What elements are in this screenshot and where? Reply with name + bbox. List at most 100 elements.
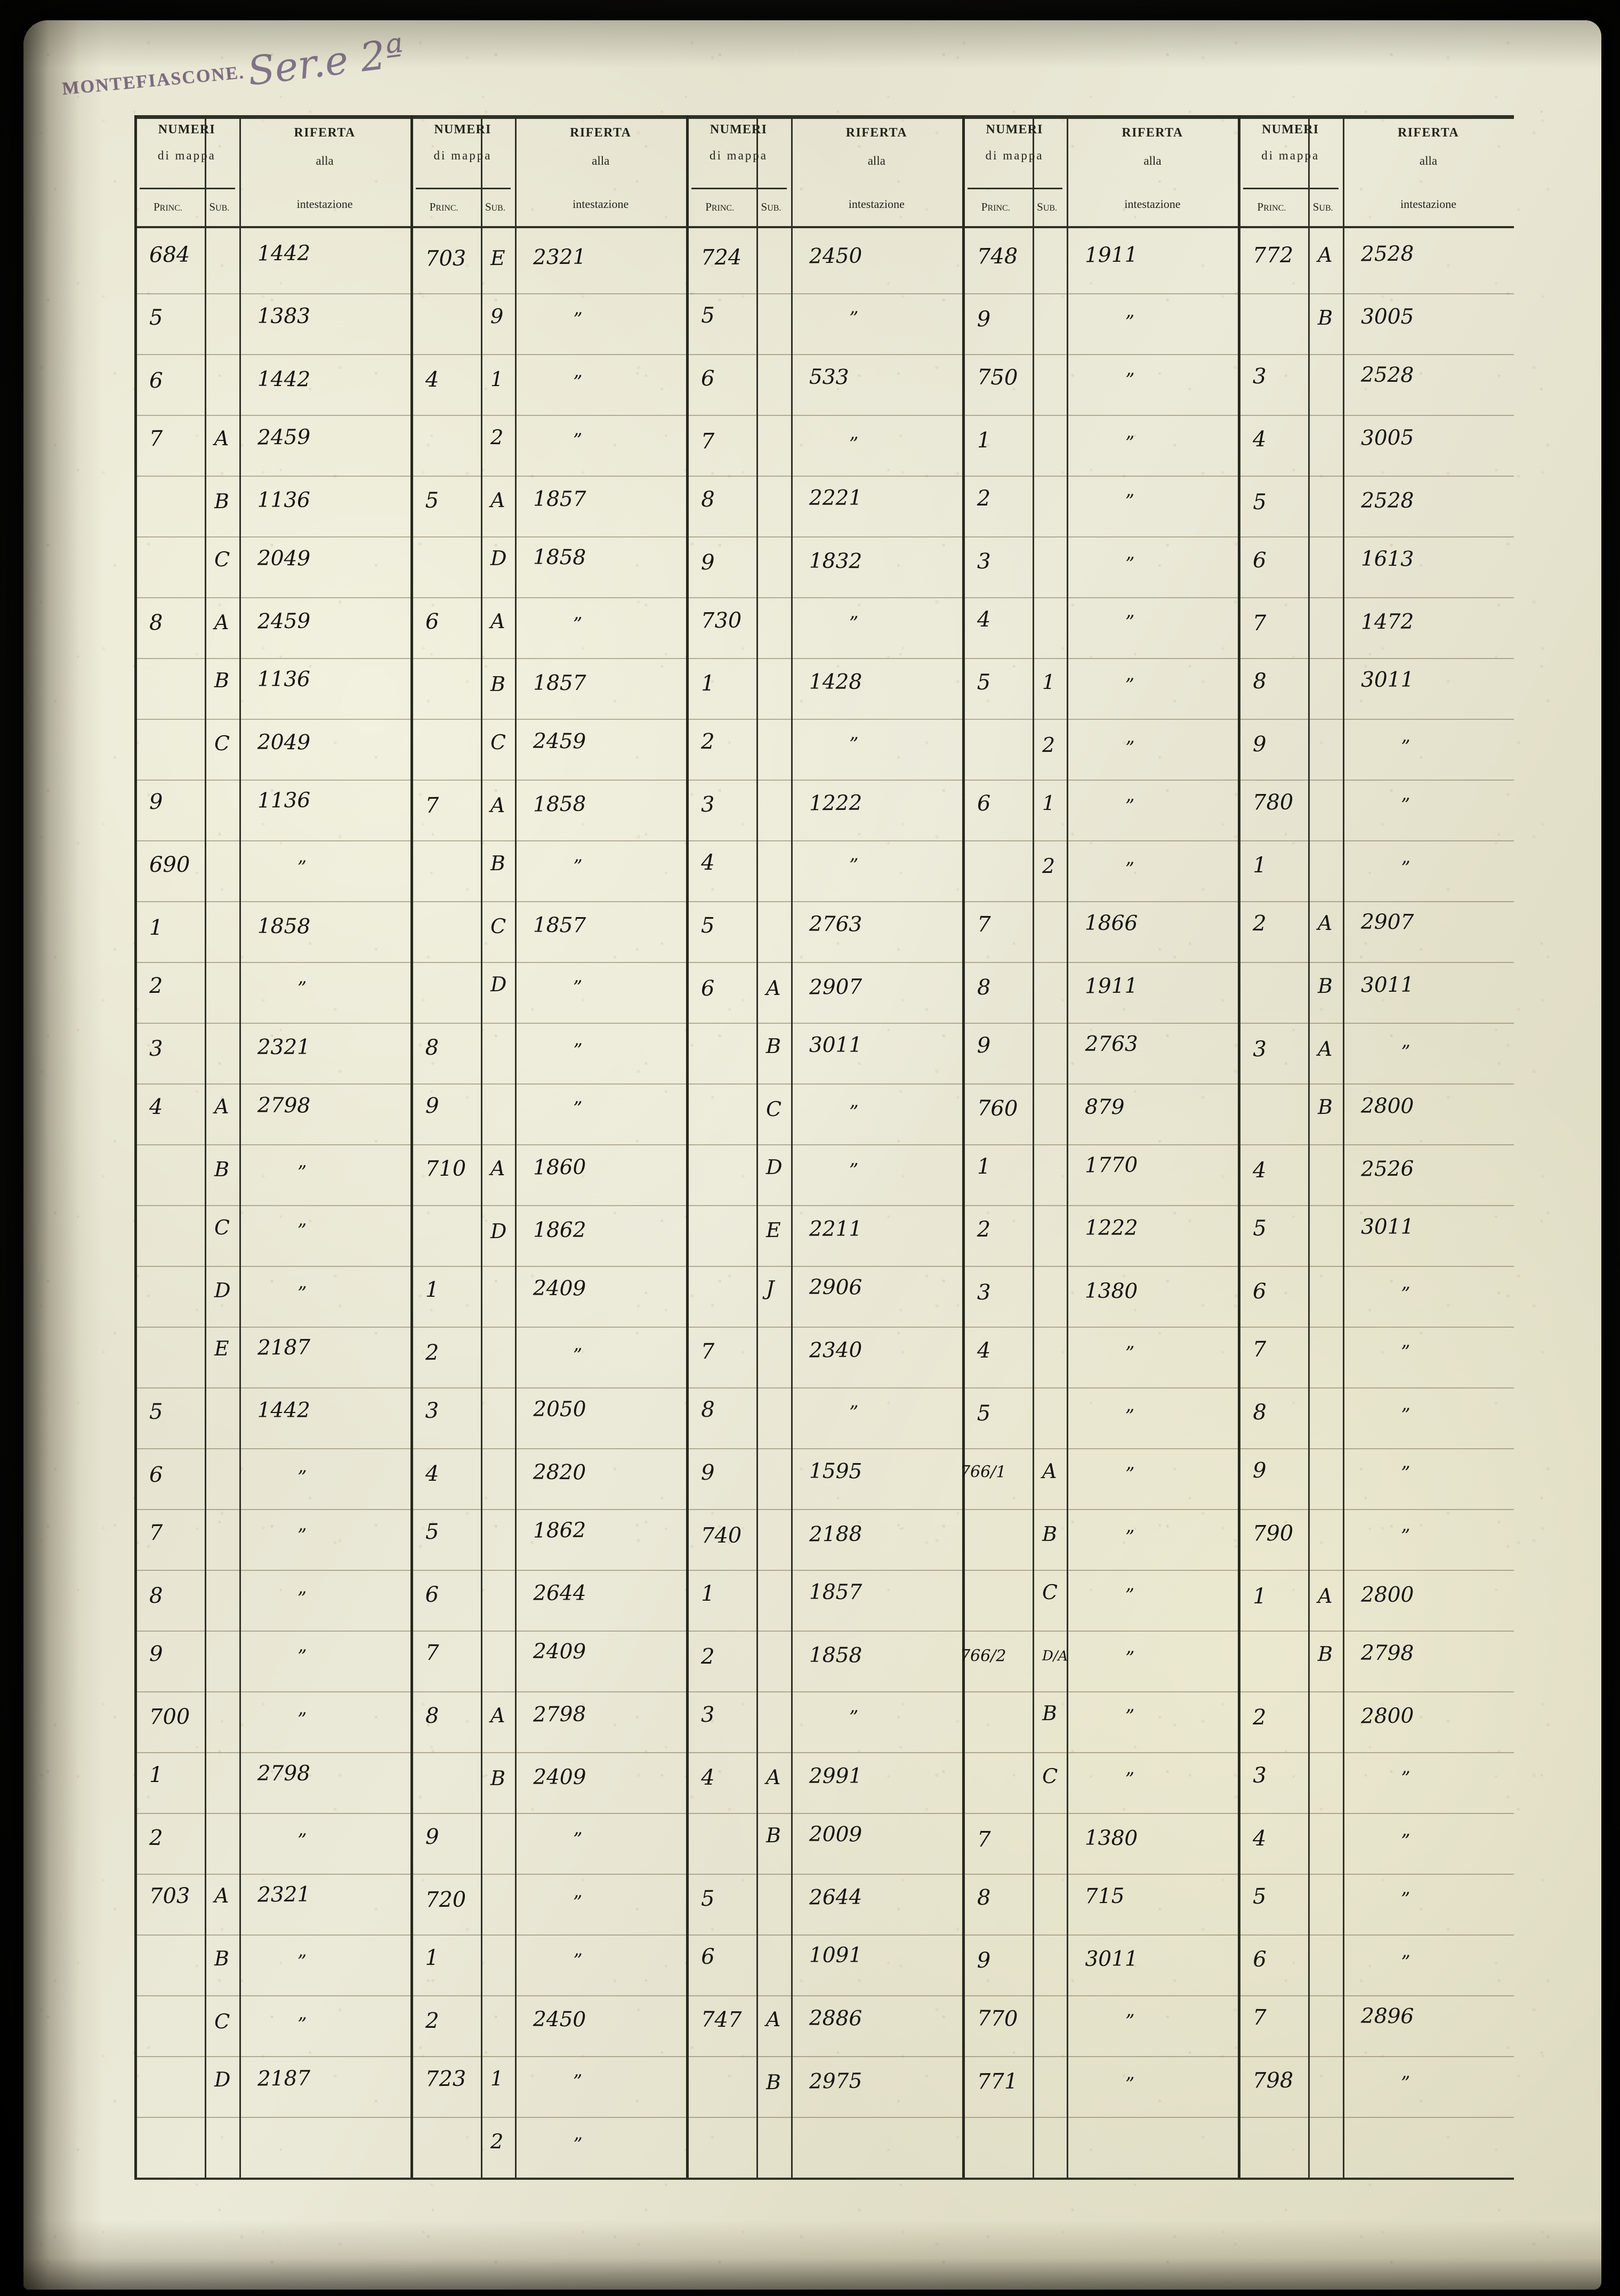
row-rule-line	[134, 2056, 1514, 2057]
column-header-riferta-1: RIFERTA alla intestazione	[239, 115, 410, 220]
cell-riferta-ditto: ”	[849, 1402, 858, 1423]
cell-princ: 7	[1253, 2005, 1267, 2030]
header-sub-label: SUB.	[485, 200, 505, 213]
cell-riferta-ditto: ”	[1125, 311, 1134, 333]
cell-princ: 9	[425, 1093, 439, 1119]
cell-sub: C	[214, 1215, 230, 1240]
cell-princ: 9	[700, 1460, 715, 1486]
cell-riferta: 2459	[533, 729, 586, 754]
cell-sub: B	[214, 1946, 230, 1971]
cell-princ: 7	[149, 1520, 163, 1546]
row-rule-line	[134, 1691, 1514, 1692]
cell-riferta-ditto: ”	[1401, 1768, 1410, 1789]
cell-princ: 9	[149, 1641, 163, 1667]
cell-riferta: 1857	[533, 487, 586, 511]
cell-princ: 2	[1253, 1705, 1267, 1730]
header-alla-label: alla	[867, 154, 885, 167]
cell-riferta-ditto: ”	[1125, 2073, 1134, 2096]
cell-sub: C	[214, 2009, 230, 2034]
group-divider-line	[1238, 115, 1241, 2178]
group-divider-line	[410, 115, 413, 2178]
cell-riferta: 1136	[257, 488, 310, 512]
cell-riferta-ditto: ”	[1125, 553, 1134, 575]
cell-princ: 4	[425, 1461, 439, 1487]
cell-riferta-ditto: ”	[1400, 1341, 1410, 1363]
cell-riferta: 2340	[809, 1338, 863, 1363]
cell-riferta: 2450	[533, 2007, 586, 2032]
cell-riferta: 1862	[533, 1518, 586, 1543]
cell-riferta-ditto: ”	[573, 2134, 582, 2155]
column-header-numeri-2: NUMERI di mappa	[410, 115, 515, 220]
header-princ-label: PRINC.	[153, 200, 182, 213]
cell-princ: 2	[149, 1825, 163, 1851]
cell-princ: 5	[1253, 1884, 1267, 1909]
row-rule-line	[134, 1266, 1514, 1267]
header-sub-label: SUB.	[1312, 200, 1333, 213]
row-rule-line	[134, 840, 1514, 841]
cell-sub: 9	[490, 304, 504, 328]
cell-riferta: 2906	[809, 1275, 863, 1300]
header-princ-label: PRINC.	[1257, 200, 1286, 213]
cell-riferta-ditto: ”	[1125, 1342, 1134, 1364]
cell-princ: 4	[1253, 1826, 1267, 1851]
header-numeri-label: NUMERI	[158, 123, 215, 137]
cell-riferta: 1383	[257, 304, 310, 328]
cell-riferta-ditto: ”	[1400, 1525, 1410, 1547]
cell-sub: D/A	[1042, 1648, 1068, 1665]
cell-riferta: 1595	[809, 1459, 863, 1484]
header-riferta-label: RIFERTA	[294, 126, 356, 140]
cell-princ: 7	[977, 912, 991, 937]
header-alla-label: alla	[592, 154, 610, 167]
cell-riferta: 1380	[1085, 1826, 1138, 1851]
cell-riferta: 2798	[257, 1093, 311, 1118]
cell-princ: 1	[149, 1763, 163, 1787]
cell-riferta: 2409	[533, 1639, 586, 1664]
row-rule-line	[134, 719, 1514, 720]
numeri-underline	[691, 188, 787, 189]
cell-riferta: 3011	[809, 1033, 863, 1057]
header-princ-label: PRINC.	[705, 200, 735, 213]
cell-princ: 6	[425, 609, 439, 635]
cell-riferta: 1428	[809, 670, 863, 694]
cell-riferta-ditto: ”	[849, 1706, 858, 1729]
cell-riferta-ditto: ”	[573, 1344, 582, 1367]
cell-sub: C	[490, 914, 506, 938]
row-rule-line	[134, 354, 1514, 355]
row-rule-line	[134, 1934, 1514, 1936]
cell-riferta-ditto: ”	[1401, 1952, 1410, 1973]
cell-riferta: 2644	[533, 1581, 586, 1605]
row-rule-line	[134, 1752, 1514, 1753]
cell-riferta: 2187	[257, 1335, 311, 1360]
cell-riferta: 2049	[257, 730, 311, 755]
cell-riferta: 1857	[533, 671, 586, 695]
header-riferta-label: RIFERTA	[570, 126, 632, 140]
sub-riferta-divider	[515, 115, 517, 2178]
cell-sub: 1	[1042, 791, 1055, 815]
cell-riferta: 1858	[257, 914, 311, 939]
sub-riferta-divider	[1343, 115, 1345, 2178]
cell-riferta: 1862	[533, 1218, 586, 1242]
princ-sub-divider	[1308, 115, 1310, 2178]
cell-princ: 4	[701, 1765, 715, 1790]
cell-princ: 4	[425, 367, 439, 392]
cell-princ: 723	[425, 2066, 466, 2092]
cell-riferta: 2991	[809, 1764, 863, 1788]
cell-riferta: 2975	[809, 2069, 863, 2094]
cell-riferta: 1442	[257, 367, 311, 392]
row-rule-line	[134, 1631, 1514, 1632]
cell-riferta-ditto: ”	[1400, 794, 1410, 816]
numeri-underline	[1243, 188, 1339, 189]
cell-riferta: 2528	[1360, 363, 1414, 388]
cell-riferta: 2049	[257, 546, 311, 571]
cell-riferta-ditto: ”	[1125, 1647, 1134, 1669]
cell-princ: 8	[149, 1584, 163, 1608]
header-princ-sub-divider	[480, 188, 482, 226]
row-rule-line	[134, 1205, 1514, 1206]
header-alla-label: alla	[1143, 154, 1162, 167]
cell-riferta: 1911	[1085, 974, 1138, 999]
cell-sub: A	[1318, 1037, 1333, 1061]
cell-riferta-ditto: ”	[297, 1466, 307, 1489]
cell-riferta-ditto: ”	[1400, 2072, 1410, 2094]
cell-riferta: 2409	[533, 1276, 586, 1301]
group-divider-line	[686, 115, 689, 2178]
